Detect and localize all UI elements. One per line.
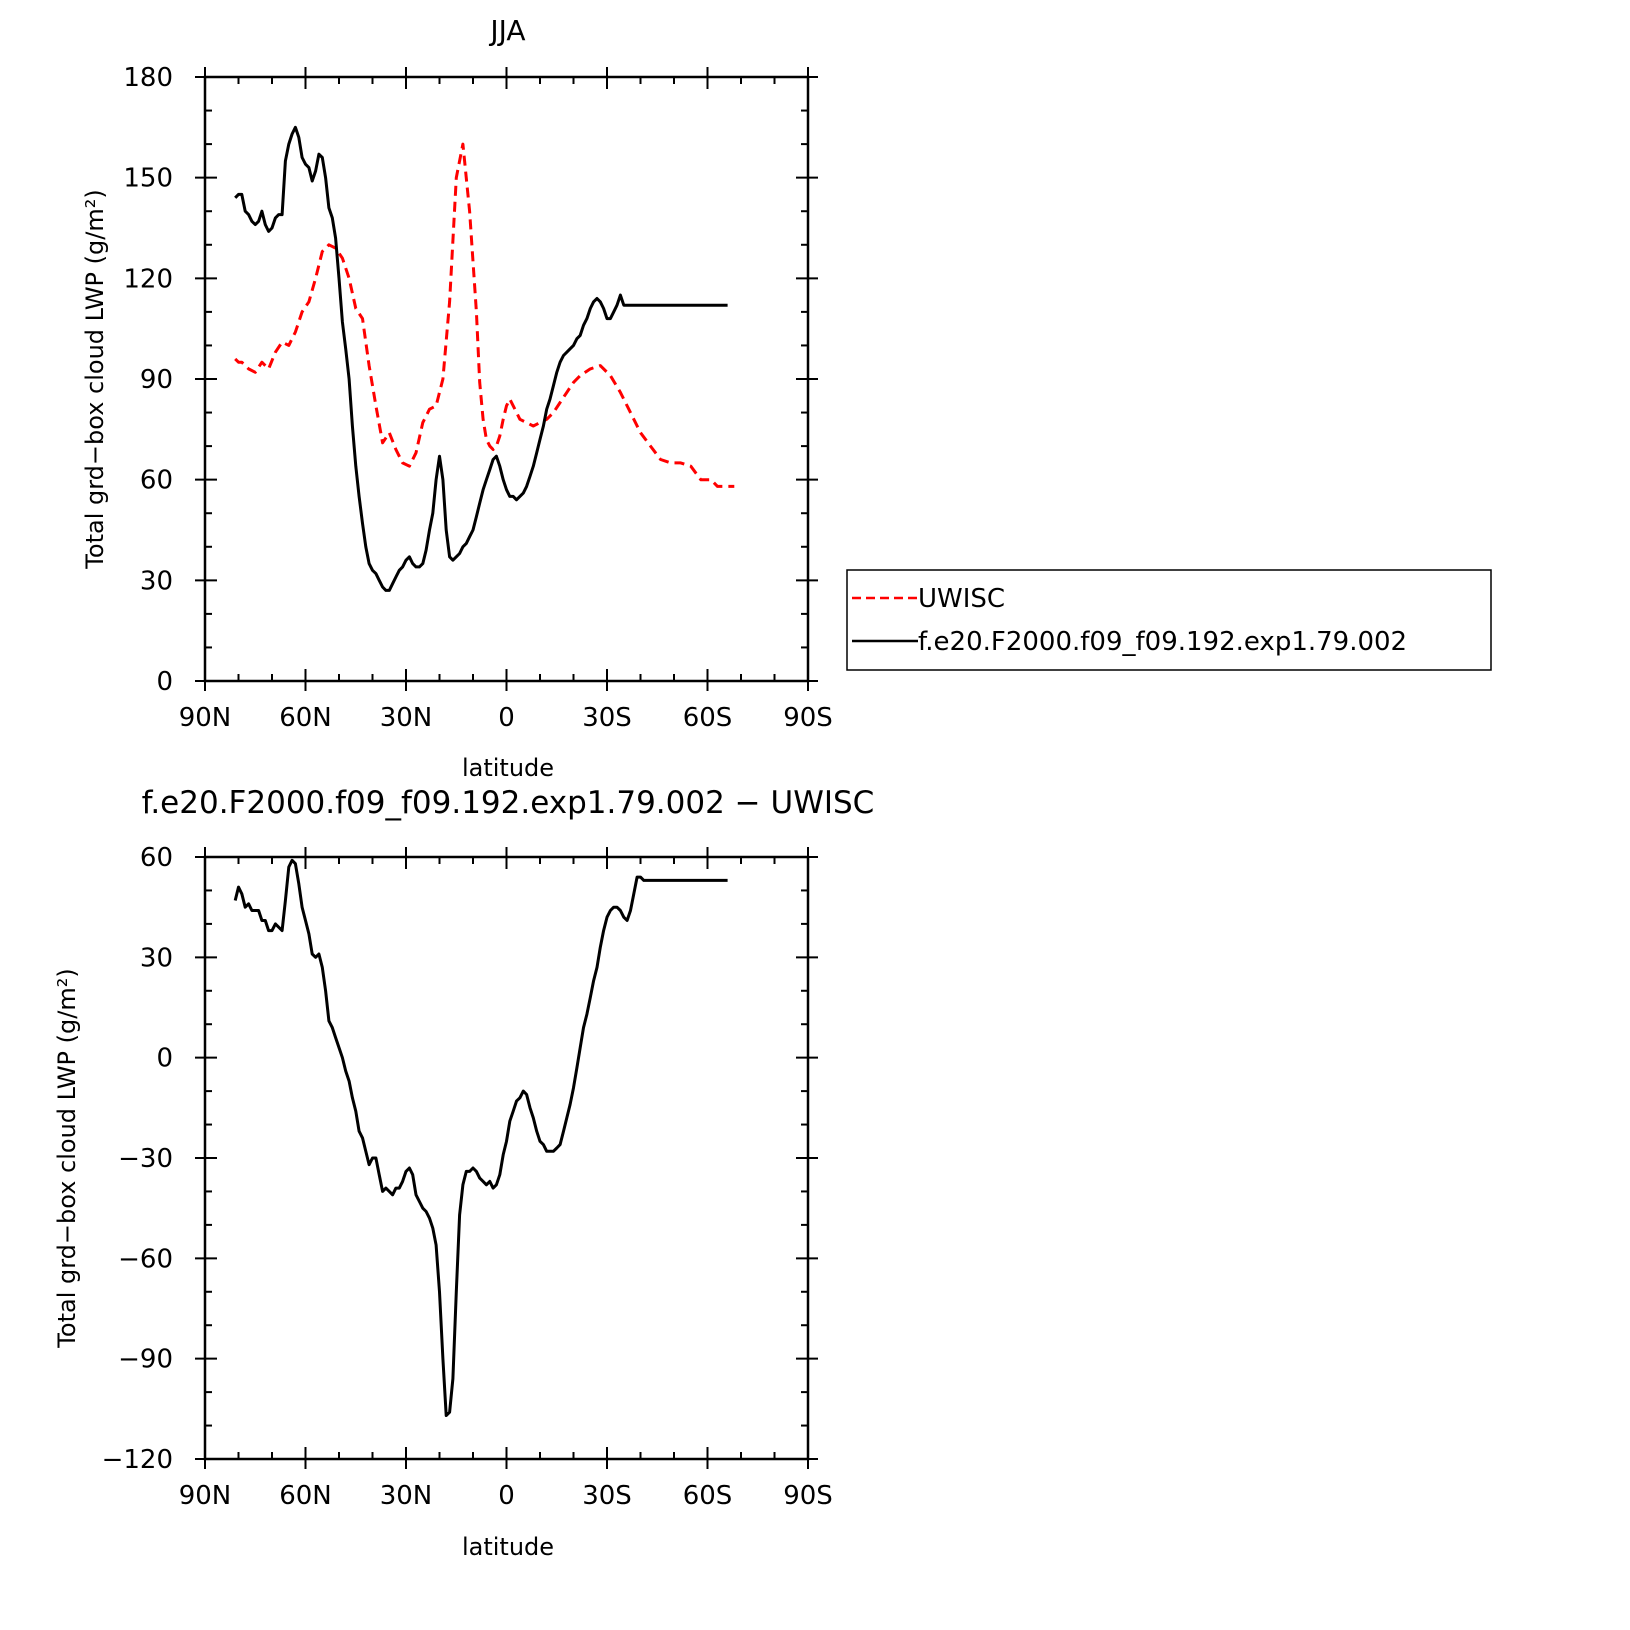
bottom-y-tick-label: −30: [118, 1144, 173, 1174]
bottom-y-tick-label: 30: [140, 943, 173, 973]
top-x-tick-label: 60N: [279, 703, 332, 733]
top-x-tick-label: 90S: [783, 703, 833, 733]
top-plot-lines: [234, 125, 735, 592]
top-y-axis-label: Total grd−box cloud LWP (g/m²): [81, 189, 109, 569]
top-panel: JJA 90N 60N 30N 0 30S 60S 90S0306090120150180 …: [81, 14, 833, 782]
bottom-plot-frame: [203, 855, 810, 1461]
top-y-tick-label: 120: [123, 264, 173, 294]
bottom-x-tick-label: 30N: [380, 1481, 433, 1511]
bottom-y-tick-label: −60: [118, 1244, 173, 1274]
bottom-series-line-model: [233, 858, 728, 1417]
top-series-line-model: [234, 125, 728, 592]
top-y-tick-label: 30: [140, 566, 173, 596]
bottom-y-axis-label: Total grd−box cloud LWP (g/m²): [53, 968, 81, 1348]
bottom-y-tick-label: −120: [102, 1445, 173, 1475]
bottom-x-tick-label: 90N: [179, 1481, 232, 1511]
bottom-y-tick-label: −90: [118, 1345, 173, 1375]
top-y-tick-label: 90: [140, 365, 173, 395]
top-x-tick-label: 60S: [683, 703, 733, 733]
top-axis-ticks: [195, 67, 818, 691]
top-y-tick-label: 150: [123, 164, 173, 194]
top-x-tick-label: 30S: [582, 703, 632, 733]
bottom-x-axis-label: latitude: [462, 1533, 554, 1561]
bottom-y-tick-label: 60: [140, 843, 173, 873]
top-x-tick-label: 90N: [179, 703, 232, 733]
top-x-tick-label: 30N: [380, 703, 433, 733]
top-y-tick-label: 180: [123, 63, 173, 93]
top-plot-frame: [203, 75, 810, 683]
bottom-x-tick-label: 30S: [582, 1481, 632, 1511]
top-y-tick-label: 60: [140, 466, 173, 496]
bottom-y-tick-label: 0: [156, 1044, 173, 1074]
bottom-tick-labels: 90N 60N 30N 0 30S 60S 90S −120 −90 −60 −30 0 30 60: [102, 843, 833, 1511]
bottom-x-tick-label: 60N: [279, 1481, 332, 1511]
bottom-title: f.e20.F2000.f09_f09.192.exp1.79.002 − UW…: [142, 785, 875, 821]
bottom-plot-lines: [233, 858, 728, 1417]
top-x-tick-label: 0: [498, 703, 515, 733]
bottom-x-tick-label: 90S: [783, 1481, 833, 1511]
bottom-panel: f.e20.F2000.f09_f09.192.exp1.79.002 − UW…: [53, 785, 874, 1561]
legend: UWISC f.e20.F2000.f09_f09.192.exp1.79.00…: [846, 569, 1492, 671]
top-tick-labels: 90N 60N 30N 0 30S 60S 90S 0 30 60 90 120 150 180: [123, 63, 832, 733]
top-title: JJA: [488, 14, 525, 47]
legend-label-obs: UWISC: [918, 584, 1005, 614]
bottom-x-tick-label: 60S: [683, 1481, 733, 1511]
top-series-line-obs: [234, 142, 735, 488]
legend-box: [846, 569, 1492, 671]
top-x-axis-label: latitude: [462, 754, 554, 782]
top-y-tick-label: 0: [156, 667, 173, 697]
bottom-x-tick-label: 0: [498, 1481, 515, 1511]
bottom-axis-ticks: [195, 847, 818, 1469]
legend-label-model: f.e20.F2000.f09_f09.192.exp1.79.002: [918, 627, 1407, 657]
